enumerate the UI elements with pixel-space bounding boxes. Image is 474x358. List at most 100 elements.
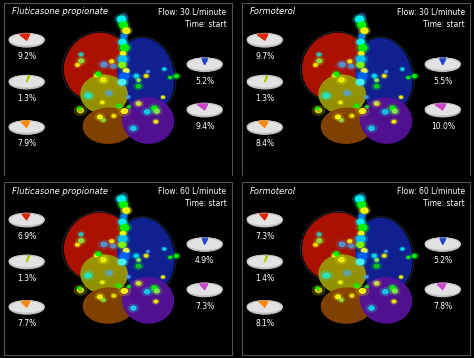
Circle shape (120, 224, 129, 231)
Circle shape (117, 284, 120, 287)
Circle shape (127, 71, 129, 72)
Circle shape (115, 103, 122, 108)
Circle shape (154, 120, 157, 123)
Circle shape (387, 284, 398, 292)
Circle shape (339, 281, 342, 284)
Circle shape (375, 79, 378, 81)
Ellipse shape (187, 58, 222, 69)
Ellipse shape (247, 34, 282, 47)
Circle shape (119, 50, 127, 57)
Text: 5.5%: 5.5% (433, 77, 452, 86)
Ellipse shape (187, 58, 222, 71)
Circle shape (117, 258, 128, 266)
Circle shape (79, 239, 84, 243)
Ellipse shape (361, 278, 411, 323)
Circle shape (349, 64, 354, 68)
Ellipse shape (9, 213, 44, 227)
Circle shape (115, 14, 128, 24)
Circle shape (384, 250, 388, 253)
Ellipse shape (188, 284, 223, 297)
Polygon shape (265, 77, 268, 81)
Circle shape (315, 108, 322, 113)
Ellipse shape (425, 284, 460, 294)
Text: 8.4%: 8.4% (255, 139, 274, 149)
Ellipse shape (188, 104, 223, 117)
Circle shape (407, 256, 410, 258)
Circle shape (120, 52, 126, 55)
Polygon shape (202, 238, 208, 245)
Circle shape (120, 253, 129, 260)
Circle shape (131, 126, 136, 130)
Circle shape (93, 250, 103, 257)
Circle shape (314, 64, 317, 66)
Polygon shape (259, 302, 268, 307)
Ellipse shape (247, 76, 282, 86)
Circle shape (118, 56, 127, 63)
Circle shape (95, 74, 98, 77)
Ellipse shape (247, 121, 282, 132)
Circle shape (370, 253, 378, 259)
Circle shape (93, 253, 99, 258)
Ellipse shape (425, 104, 460, 114)
Ellipse shape (9, 121, 44, 132)
Circle shape (356, 43, 370, 53)
Circle shape (355, 105, 358, 107)
Circle shape (356, 196, 364, 202)
Circle shape (374, 282, 377, 284)
Ellipse shape (81, 75, 127, 113)
Circle shape (76, 243, 79, 246)
Circle shape (121, 109, 128, 113)
Circle shape (357, 79, 364, 85)
Circle shape (338, 258, 344, 262)
Circle shape (128, 304, 139, 312)
Circle shape (384, 70, 388, 73)
Circle shape (78, 287, 81, 289)
Ellipse shape (9, 301, 44, 314)
Circle shape (359, 206, 370, 215)
Circle shape (365, 71, 367, 72)
Circle shape (359, 232, 364, 235)
Circle shape (117, 71, 131, 82)
Circle shape (356, 106, 369, 116)
Circle shape (331, 250, 341, 257)
Ellipse shape (187, 103, 222, 117)
Ellipse shape (302, 213, 368, 279)
Circle shape (134, 254, 138, 257)
Ellipse shape (426, 58, 461, 72)
Ellipse shape (10, 121, 45, 135)
Circle shape (122, 68, 130, 73)
Ellipse shape (10, 301, 45, 314)
Polygon shape (257, 35, 268, 39)
Circle shape (74, 106, 87, 115)
Circle shape (143, 253, 150, 258)
Text: 9.7%: 9.7% (255, 52, 274, 61)
Circle shape (314, 243, 317, 246)
Circle shape (74, 285, 87, 295)
Text: Flow: 30 L/minute
Time: start: Flow: 30 L/minute Time: start (158, 7, 227, 29)
Circle shape (366, 124, 377, 132)
Circle shape (117, 78, 128, 86)
Circle shape (149, 284, 160, 292)
Circle shape (136, 264, 141, 268)
Circle shape (336, 295, 340, 299)
Circle shape (333, 254, 336, 256)
Circle shape (119, 62, 126, 68)
Circle shape (95, 254, 98, 256)
Circle shape (98, 295, 102, 299)
Ellipse shape (247, 121, 282, 134)
Circle shape (79, 59, 84, 63)
Circle shape (400, 67, 405, 71)
Circle shape (357, 231, 365, 236)
Circle shape (334, 72, 338, 76)
Circle shape (355, 284, 358, 287)
Circle shape (358, 213, 366, 219)
Circle shape (361, 208, 368, 213)
Ellipse shape (123, 278, 173, 323)
Polygon shape (438, 285, 446, 289)
Circle shape (76, 106, 82, 111)
Polygon shape (200, 285, 208, 289)
Circle shape (355, 258, 366, 266)
Text: 6.9%: 6.9% (17, 232, 36, 241)
Circle shape (134, 74, 138, 78)
Ellipse shape (425, 58, 460, 69)
